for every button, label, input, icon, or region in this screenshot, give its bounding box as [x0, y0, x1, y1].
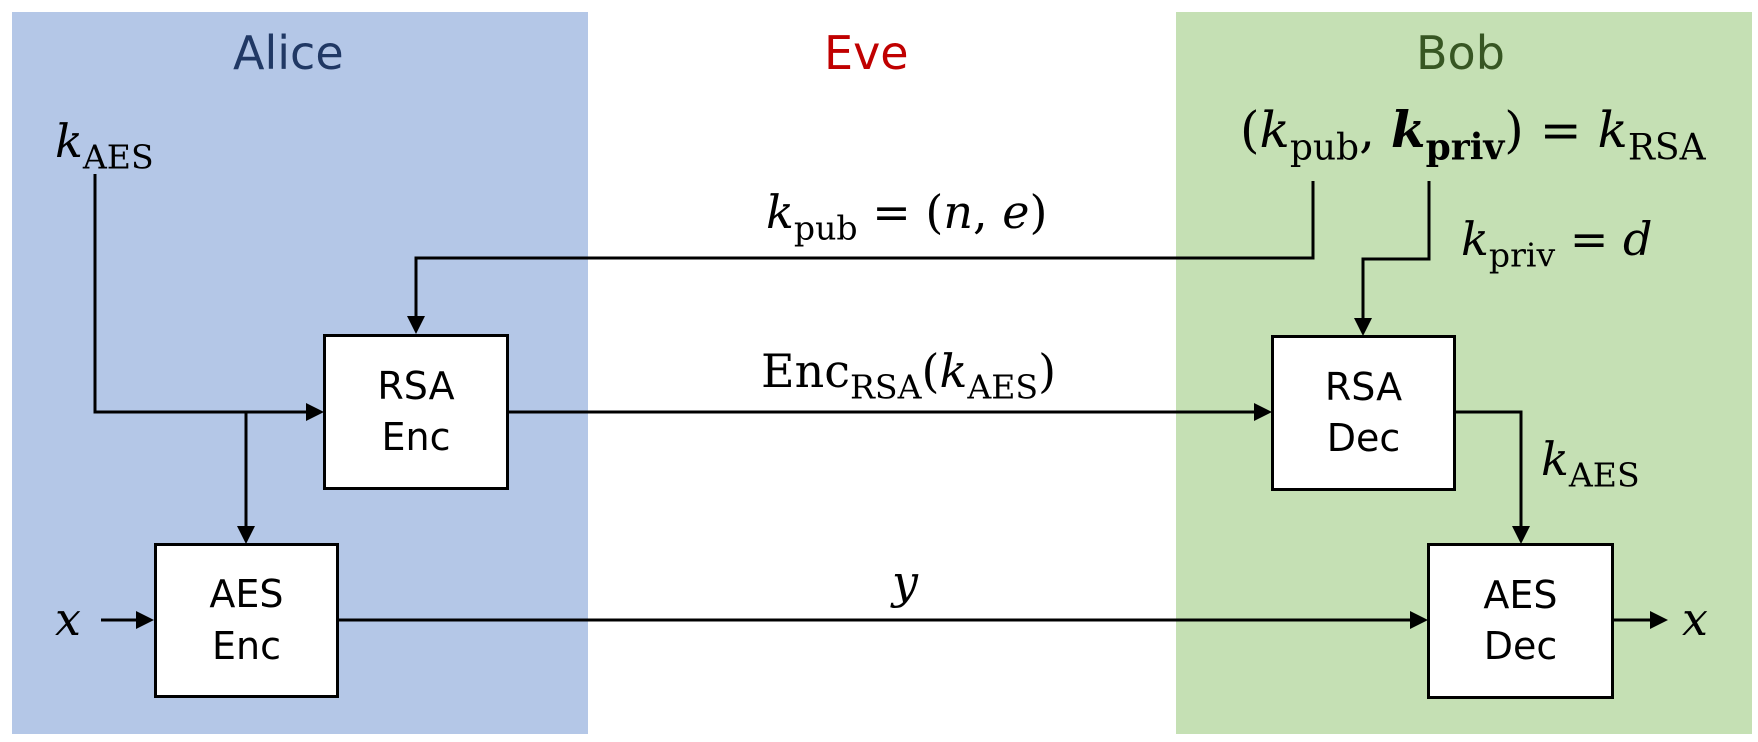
- rsa-enc-line1: RSA: [377, 363, 455, 408]
- aes-enc-line1: AES: [209, 572, 284, 617]
- aes-dec-input-arrowhead: [1410, 611, 1428, 629]
- aes-enc-key-arrowhead: [237, 526, 255, 544]
- bob-k-aes-label: kAES: [1541, 432, 1640, 495]
- rsa-dec-line2: Dec: [1326, 416, 1401, 460]
- x-output-arrowhead: [1650, 611, 1668, 629]
- aes-dec-block: AES Dec: [1427, 543, 1614, 699]
- eve-label: Eve: [824, 26, 909, 80]
- alice-k-aes-label: kAES: [55, 114, 154, 177]
- rsa-enc-input-arrowhead: [306, 403, 324, 421]
- bob-label: Bob: [1416, 26, 1505, 80]
- k-pub-wire: [414, 181, 1315, 316]
- rsa-ciphertext-label: EncRSA(kAES): [761, 344, 1057, 407]
- x-plaintext-output-label: x: [1682, 592, 1708, 646]
- rsa-enc-block: RSA Enc: [323, 334, 509, 490]
- rsa-enc-key-arrowhead: [407, 316, 425, 334]
- aes-enc-input-arrowhead: [136, 611, 154, 629]
- rsa-dec-input-arrowhead: [1254, 403, 1272, 421]
- k-aes-recovered-wire: [1455, 410, 1523, 526]
- y-ciphertext-label: y: [892, 555, 918, 609]
- rsa-dec-key-arrowhead: [1354, 318, 1372, 336]
- alice-label: Alice: [233, 26, 344, 80]
- k-aes-wire: [93, 174, 306, 414]
- rsa-enc-line2: Enc: [381, 415, 451, 459]
- rsa-dec-block: RSA Dec: [1271, 335, 1456, 491]
- aes-dec-line1: AES: [1483, 572, 1558, 617]
- x-plaintext-input-label: x: [55, 592, 81, 646]
- bob-rsa-keypair-label: (kpub, kpriv) = kRSA: [1240, 100, 1706, 169]
- aes-enc-line2: Enc: [212, 623, 281, 668]
- aes-enc-block: AES Enc: [154, 543, 339, 698]
- aes-dec-line2: Dec: [1483, 624, 1558, 668]
- k-pub-label: kpub = (n, e): [766, 185, 1048, 248]
- aes-dec-key-arrowhead: [1512, 526, 1530, 544]
- rsa-dec-line1: RSA: [1324, 364, 1403, 409]
- k-priv-wire: [1361, 181, 1431, 318]
- k-priv-label: kpriv = d: [1461, 212, 1653, 275]
